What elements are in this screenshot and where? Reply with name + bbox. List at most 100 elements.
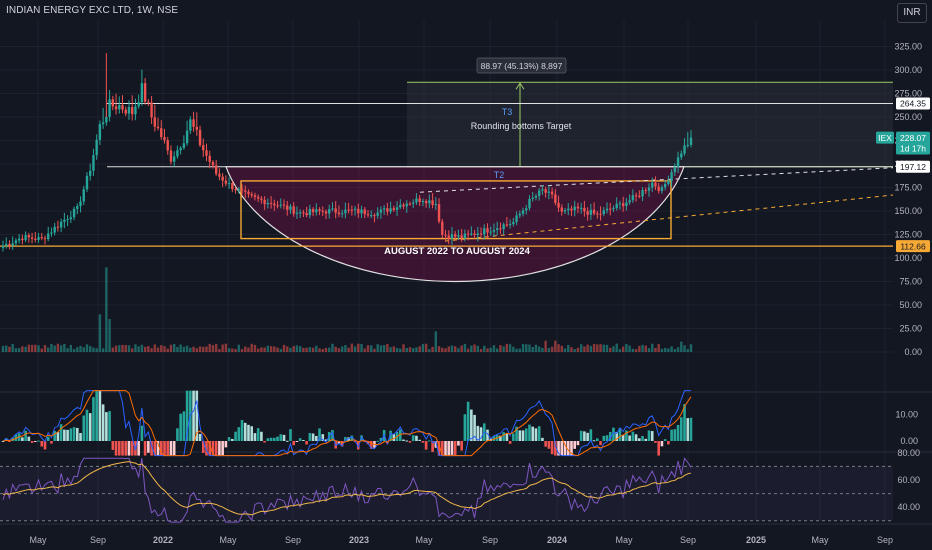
macd-histogram-bar [218, 441, 221, 456]
volume-bar [547, 347, 551, 352]
candle [95, 139, 98, 156]
volume-bar [437, 346, 441, 352]
macd-histogram-bar [4, 438, 8, 441]
macd-histogram-bar [40, 441, 44, 447]
macd-histogram-bar [586, 432, 589, 441]
candle [340, 213, 344, 215]
candle [218, 173, 221, 177]
candle [512, 222, 515, 225]
candle [24, 235, 27, 241]
candle [596, 213, 599, 215]
candle [302, 212, 305, 214]
macd-histogram-bar [654, 441, 657, 443]
macd-histogram-bar [631, 431, 635, 441]
macd-histogram-bar [608, 432, 612, 441]
macd-histogram-bar [179, 413, 182, 441]
candle [27, 235, 31, 238]
candle [198, 129, 202, 146]
volume-bar [105, 267, 108, 352]
candle [547, 191, 551, 193]
volume-bar [541, 347, 544, 352]
x-tick-label: May [219, 535, 237, 545]
macd-histogram-bar [117, 441, 121, 456]
macd-histogram-bar [428, 440, 431, 442]
volume-bar [169, 344, 173, 352]
volume-bar [66, 348, 69, 352]
y-tick-label: 275.00 [894, 89, 922, 99]
candle [673, 167, 677, 173]
candle [256, 196, 260, 199]
macd-histogram-bar [176, 428, 179, 441]
x-tick-label: 2024 [547, 535, 567, 545]
candle [631, 195, 635, 201]
candle [79, 201, 82, 207]
candle [441, 221, 444, 235]
volume-bar [350, 343, 354, 352]
macd-histogram-bar [663, 439, 667, 441]
candle [573, 206, 576, 211]
macd-histogram-bar [266, 438, 270, 441]
volume-bar [473, 344, 476, 352]
macd-histogram-bar [124, 441, 128, 456]
volume-bar [295, 345, 299, 352]
candle [63, 219, 66, 222]
candle [563, 210, 567, 212]
candle [450, 234, 454, 239]
macd-histogram-bar [331, 430, 334, 441]
candle [357, 208, 360, 214]
volume-bar [460, 345, 463, 352]
candle [415, 198, 418, 203]
x-tick-label: May [615, 535, 633, 545]
volume-bar [399, 348, 402, 352]
macd-histogram-bar [680, 417, 683, 441]
candle [14, 240, 18, 244]
candle [579, 207, 583, 209]
volume-bar [53, 345, 56, 352]
x-tick-label: Sep [285, 535, 301, 545]
candle [286, 205, 289, 210]
volume-bar [676, 347, 680, 352]
price-tag: 197.12 [900, 162, 926, 172]
volume-bar [172, 343, 176, 352]
macd-histogram-bar [566, 441, 570, 456]
macd-histogram-bar [650, 431, 654, 441]
macd-histogram-bar [641, 435, 644, 441]
volume-bar [521, 343, 525, 352]
volume-bar [101, 348, 105, 352]
volume-bar [641, 344, 644, 352]
candle [667, 180, 670, 184]
currency-button[interactable]: INR [897, 3, 927, 23]
macd-histogram-bar [159, 441, 163, 456]
macd-histogram-bar [660, 441, 664, 447]
candle [127, 107, 131, 114]
macd-histogram-bar [479, 427, 483, 441]
volume-bar [273, 346, 276, 352]
macd-histogram-bar [292, 441, 295, 446]
candle [185, 130, 189, 144]
macd-histogram-bar [499, 435, 502, 441]
volume-bar [353, 346, 357, 352]
macd-histogram-bar [563, 441, 567, 456]
volume-bar [357, 343, 360, 352]
volume-bar [95, 348, 98, 352]
volume-bar [596, 344, 599, 352]
candle [592, 209, 596, 214]
candle [82, 189, 85, 202]
candle [179, 147, 182, 151]
macd-histogram-bar [440, 441, 444, 456]
volume-bar [89, 345, 92, 352]
volume-bar [615, 343, 618, 352]
macd-histogram-bar [82, 415, 86, 441]
volume-bar [376, 344, 379, 352]
volume-bar [131, 348, 134, 352]
macd-histogram-bar [573, 441, 577, 449]
candle [686, 144, 689, 146]
candle [518, 213, 521, 216]
macd-histogram-bar [634, 434, 638, 441]
candle [169, 150, 173, 162]
volume-bar [515, 348, 518, 352]
candle [463, 233, 467, 239]
macd-histogram-bar [473, 414, 476, 441]
candle [457, 235, 460, 237]
